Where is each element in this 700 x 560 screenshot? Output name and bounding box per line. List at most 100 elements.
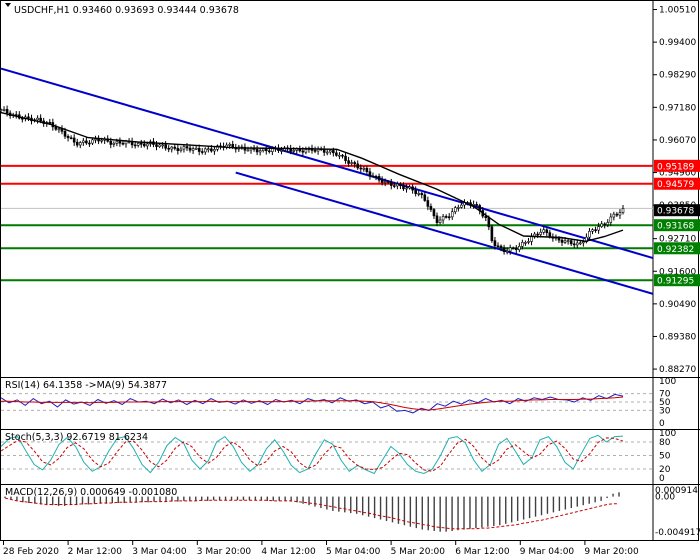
candle-body [347, 160, 350, 164]
candle-body [447, 216, 451, 219]
candle-body [417, 193, 421, 195]
candle-body [85, 140, 88, 144]
candle-body [264, 148, 268, 152]
stoch-tick-label: 80 [659, 438, 671, 448]
candle-body [368, 171, 372, 177]
candle-body [420, 193, 424, 196]
candle-body [609, 216, 613, 223]
candle-body [207, 148, 210, 151]
candle-body [493, 240, 497, 247]
candle-body [524, 242, 527, 244]
candle-body [615, 213, 619, 216]
candle-body [502, 247, 506, 253]
stoch-signal-line [0, 437, 624, 472]
candle-body [66, 136, 70, 139]
stoch-tick-label: 20 [659, 465, 671, 475]
price-tick-label: 0.88270 [659, 365, 696, 375]
trend-channel-upper [0, 67, 654, 259]
candle-body [563, 240, 567, 243]
candle-body [133, 144, 137, 147]
candle-body [91, 139, 94, 144]
candle-body [5, 109, 9, 114]
candle-body [386, 181, 390, 183]
candle-body [429, 206, 433, 210]
candle-body [536, 233, 539, 236]
candle-body [280, 150, 283, 152]
candle-body [542, 229, 546, 233]
candle-body [161, 144, 164, 147]
candle-body [380, 179, 384, 183]
candle-body [328, 150, 332, 153]
candle-body [176, 148, 180, 151]
candle-body [371, 175, 375, 178]
time-tick-label: 9 Mar 20:00 [584, 547, 639, 557]
candle-body [173, 146, 177, 149]
price-tick-label: 0.98290 [659, 71, 696, 81]
candle-body [612, 213, 616, 218]
resistance-badge [654, 177, 700, 190]
candle-body [594, 229, 597, 232]
pane-frames [0, 0, 700, 541]
candle-body [213, 149, 216, 152]
time-tick-label: 6 Mar 12:00 [455, 547, 510, 557]
candle-body [188, 147, 192, 151]
candle-body [304, 149, 308, 153]
stoch-label: Stoch(5,3,3) 92.6719 81.6234 [5, 432, 148, 443]
candle-body [322, 149, 326, 153]
candle-body [78, 142, 82, 146]
candle-body [109, 140, 113, 145]
candle-body [582, 241, 585, 244]
candle-body [179, 148, 183, 151]
candle-body [292, 150, 296, 152]
candle-body [399, 183, 402, 187]
candle-body [484, 215, 488, 219]
candle-body [499, 245, 503, 248]
rsi-tick-label: 50 [659, 398, 671, 408]
candle-body [143, 143, 146, 147]
candle-body [97, 138, 100, 142]
candle-body [621, 208, 625, 213]
candle-body [353, 162, 356, 165]
candle-body [569, 240, 573, 245]
time-tick-label: 2 Mar 12:00 [68, 547, 123, 557]
candle-body [200, 151, 204, 153]
candle-body [383, 181, 387, 183]
candle-body [575, 242, 579, 246]
price-axis: 1.00510 0.99400 0.98290 0.97180 0.96070 0.949… [653, 6, 700, 538]
candle-body [377, 176, 381, 181]
candle-body [118, 140, 122, 144]
candle-body [389, 181, 393, 186]
candle-body [338, 154, 341, 157]
candle-body [566, 240, 570, 242]
candle-body [48, 122, 52, 124]
candle-body [414, 189, 417, 194]
candle-body [511, 247, 515, 250]
candle-body [136, 143, 140, 146]
resistance-badge [654, 159, 700, 172]
candle-body [539, 231, 542, 235]
stoch-tick-label: 100 [659, 429, 676, 439]
candle-body [112, 142, 116, 145]
candle-body [341, 154, 344, 157]
candle-body [600, 223, 603, 227]
rsi-tick-label: 70 [659, 390, 671, 400]
candle-body [396, 183, 399, 187]
candle-body [344, 155, 347, 161]
candle-body [301, 150, 305, 153]
support-badge [654, 219, 700, 232]
candle-body [36, 117, 39, 121]
candle-body [121, 142, 125, 145]
macd-signal-line [4, 497, 619, 530]
candle-body [591, 229, 594, 232]
candle-body [268, 150, 271, 153]
resistance-badge-label: 0.95189 [657, 162, 694, 172]
candle-body [393, 185, 396, 187]
candle-body [164, 144, 167, 149]
candle-body [313, 150, 317, 152]
candle-body [100, 139, 103, 142]
moving-average-line [0, 111, 624, 243]
candle-body [435, 215, 439, 223]
candle-body [158, 144, 161, 147]
candle-body [194, 147, 198, 150]
candle-body [496, 245, 500, 248]
